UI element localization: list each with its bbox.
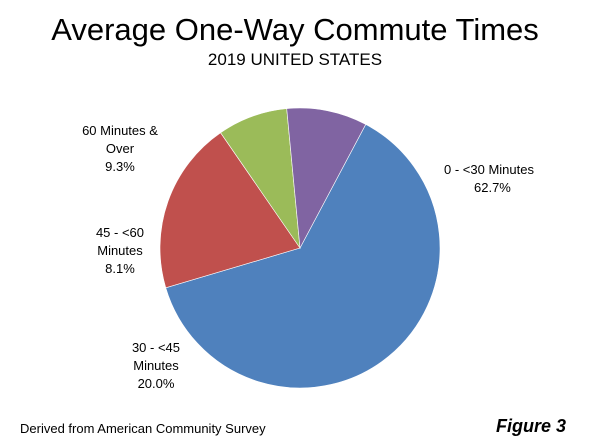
chart-subtitle: 2019 UNITED STATES [207, 50, 383, 69]
slice-label: 30 - <45 Minutes 20.0% [132, 340, 180, 391]
slice-value-label: 62.7% [474, 180, 511, 195]
slice-30-45-minutes [159, 132, 301, 289]
slice-category-label: 45 - <60 [96, 225, 144, 240]
slice-0-30-minutes [165, 123, 441, 389]
pie-slices [159, 107, 441, 389]
slice-category-label: Over [106, 141, 135, 156]
slice-value-label: 9.3% [105, 159, 135, 174]
slice-label: 0 - <30 Minutes 62.7% [444, 162, 534, 195]
slice-category-label: 0 - <30 Minutes [444, 162, 534, 177]
slice-category-label: Minutes [97, 243, 143, 258]
slice-value-label: 8.1% [105, 261, 135, 276]
slice-category-label: Minutes [133, 358, 179, 373]
slice-value-label: 20.0% [138, 376, 175, 391]
slice-label: 45 - <60 Minutes 8.1% [96, 225, 144, 276]
slice-category-label: 60 Minutes & [82, 123, 158, 138]
slice-category-label: 30 - <45 [132, 340, 180, 355]
source-note: Derived from American Community Survey [20, 421, 266, 436]
chart-title: Average One-Way Commute Times [51, 12, 539, 47]
pie-labels: 0 - <30 Minutes 62.7% 30 - <45 Minutes 20.0%… [82, 123, 534, 391]
figure-label: Figure 3 [495, 416, 566, 436]
slice-label: 60 Minutes & Over 9.3% [82, 123, 158, 174]
slice-60-plus-minutes [286, 107, 367, 250]
